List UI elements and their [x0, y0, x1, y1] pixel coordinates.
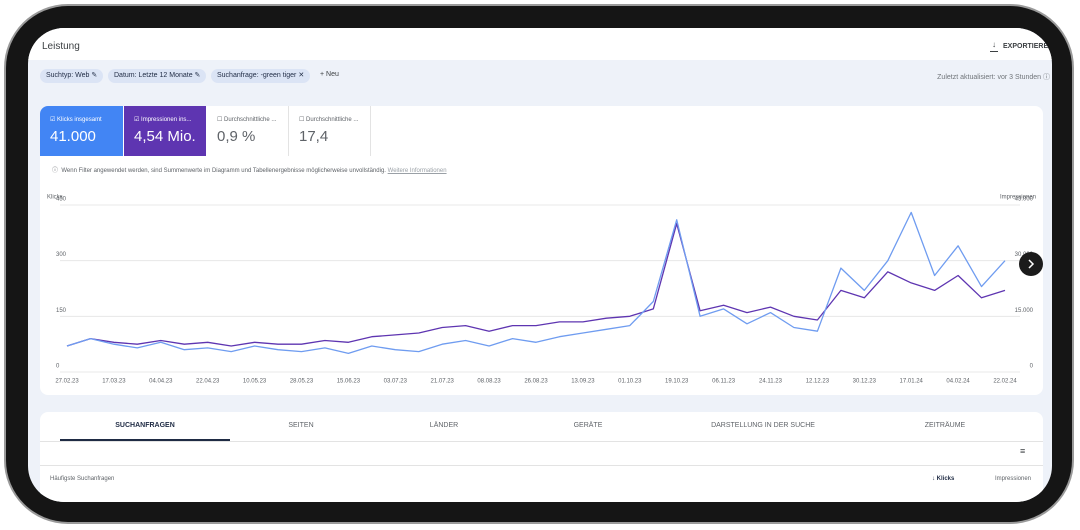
chip-text: Datum: Letzte 12 Monate — [114, 72, 193, 79]
x-tick-label: 04.02.24 — [946, 379, 970, 385]
chip-text: Suchtyp: Web — [46, 72, 90, 79]
new-filter-text: Neu — [326, 71, 339, 78]
series-line — [66, 222, 1006, 347]
metric-label-text: Durchschnittliche ... — [224, 117, 277, 123]
divider — [40, 465, 1043, 466]
last-updated: Zuletzt aktualisiert: vor 3 Stunden ⓘ — [937, 74, 1050, 81]
notice: ⓘ Wenn Filter angewendet werden, sind Su… — [52, 168, 447, 174]
filter-chip[interactable]: Suchanfrage: -green tiger ✕ — [211, 69, 311, 83]
x-tick-label: 22.04.23 — [196, 379, 220, 385]
tab[interactable]: GERÄTE — [573, 422, 603, 429]
chip-text: Suchanfrage: -green tiger — [217, 72, 297, 79]
x-tick-label: 17.01.24 — [900, 379, 924, 385]
tab[interactable]: ZEITRÄUME — [924, 422, 966, 429]
x-tick-label: 01.10.23 — [618, 379, 642, 385]
tab[interactable]: SUCHANFRAGEN — [115, 422, 175, 429]
metric-card[interactable]: ☐ Durchschnittliche ... 0,9 % — [207, 106, 289, 156]
metric-value: 0,9 % — [217, 128, 256, 145]
performance-card — [40, 106, 1043, 395]
metric-value: 41.000 — [50, 128, 96, 145]
column-header-text: Klicks — [936, 476, 955, 482]
table-card — [40, 412, 1043, 502]
y2-tick-label: 0 — [1030, 364, 1034, 370]
x-tick-label: 10.05.23 — [243, 379, 267, 385]
expand-button[interactable] — [1019, 252, 1043, 276]
metric-label: ☐ Durchschnittliche ... — [299, 117, 359, 123]
x-tick-label: 04.04.23 — [149, 379, 173, 385]
y-tick-label: 300 — [56, 252, 67, 258]
download-icon: ↓ — [990, 41, 998, 52]
metric-card[interactable]: ☐ Durchschnittliche ... 17,4 — [289, 106, 371, 156]
top-bar — [28, 28, 1052, 60]
y-tick-label: 0 — [56, 364, 60, 370]
divider — [40, 441, 1043, 442]
x-tick-label: 22.02.24 — [993, 379, 1017, 385]
x-tick-label: 21.07.23 — [431, 379, 455, 385]
metric-label-text: Impressionen ins... — [141, 117, 192, 123]
new-filter[interactable]: + Neu — [320, 71, 339, 78]
updated-text: Zuletzt aktualisiert: vor 3 Stunden — [937, 74, 1042, 81]
x-tick-label: 17.03.23 — [102, 379, 126, 385]
metric-label: ☑ Klicks insgesamt — [50, 117, 102, 123]
x-tick-label: 26.08.23 — [524, 379, 548, 385]
filter-chip[interactable]: Datum: Letzte 12 Monate ✎ — [108, 69, 207, 83]
metric-label-text: Klicks insgesamt — [57, 117, 102, 123]
metric-card[interactable]: ☑ Impressionen ins... 4,54 Mio. — [124, 106, 206, 156]
y2-tick-label: 45.000 — [1015, 197, 1034, 203]
tab[interactable]: DARSTELLUNG IN DER SUCHE — [711, 422, 815, 429]
notice-link[interactable]: Weitere Informationen — [387, 168, 447, 174]
x-tick-label: 28.05.23 — [290, 379, 314, 385]
metric-value: 17,4 — [299, 128, 329, 145]
column-header[interactable]: ↓ Klicks — [932, 476, 955, 482]
series-line — [66, 211, 1006, 355]
y-tick-label: 150 — [56, 308, 67, 314]
x-tick-label: 30.12.23 — [853, 379, 877, 385]
x-tick-label: 03.07.23 — [384, 379, 408, 385]
metric-label: ☐ Durchschnittliche ... — [217, 117, 277, 123]
metric-card[interactable]: ☑ Klicks insgesamt 41.000 — [40, 106, 123, 156]
x-tick-label: 19.10.23 — [665, 379, 689, 385]
x-tick-label: 08.08.23 — [477, 379, 501, 385]
column-header[interactable]: Impressionen — [995, 476, 1032, 482]
x-tick-label: 13.09.23 — [571, 379, 595, 385]
tab-indicator — [60, 439, 230, 441]
filter-icon[interactable]: ≡ — [1020, 446, 1026, 456]
y-axis-title: Klicks — [47, 195, 63, 201]
column-header: Häufigste Suchanfragen — [50, 476, 115, 482]
x-tick-label: 24.11.23 — [759, 379, 783, 385]
page-title: Leistung — [42, 41, 80, 52]
metric-label: ☑ Impressionen ins... — [134, 117, 192, 123]
x-tick-label: 27.02.23 — [55, 379, 79, 385]
export-button[interactable]: EXPORTIEREN — [1003, 43, 1054, 50]
metric-value: 4,54 Mio. — [134, 128, 196, 145]
tab[interactable]: SEITEN — [288, 422, 314, 429]
y2-tick-label: 15.000 — [1015, 308, 1034, 314]
y-tick-label: 450 — [56, 197, 67, 203]
y2-axis-title: Impressionen — [1000, 195, 1036, 201]
filter-chip[interactable]: Suchtyp: Web ✎ — [40, 69, 104, 83]
metric-label-text: Durchschnittliche ... — [306, 117, 359, 123]
tab[interactable]: LÄNDER — [429, 422, 459, 429]
x-tick-label: 06.11.23 — [712, 379, 736, 385]
x-tick-label: 15.06.23 — [337, 379, 361, 385]
x-tick-label: 12.12.23 — [806, 379, 830, 385]
notice-text: Wenn Filter angewendet werden, sind Summ… — [61, 168, 386, 174]
